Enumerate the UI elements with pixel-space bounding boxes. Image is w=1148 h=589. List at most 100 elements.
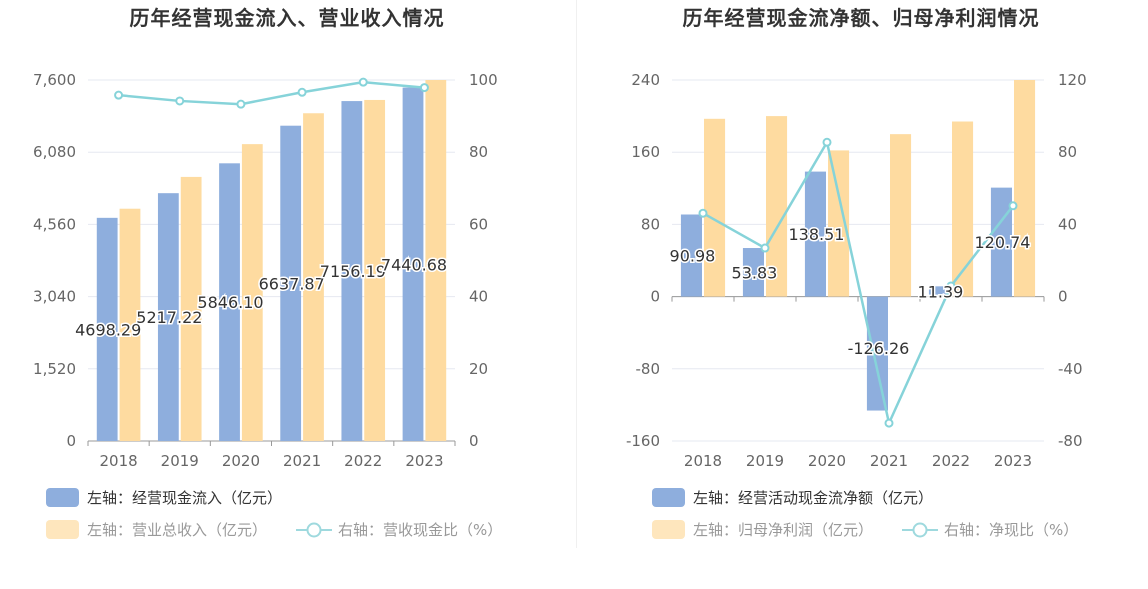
y-left-tick-label: 6,080	[33, 143, 76, 161]
bar-secondary	[1014, 80, 1036, 297]
line-point	[358, 77, 368, 87]
data-label: -126.26	[848, 339, 910, 358]
data-label: 4698.29	[75, 320, 141, 339]
line-point	[760, 243, 770, 253]
x-tick-label: 2021	[870, 452, 908, 470]
x-tick-label: 2018	[99, 452, 137, 470]
right-chart-panel: 历年经营现金流净额、归母净利润情况 -160 -80 -80 -40 0 0 80 40 160…	[574, 0, 1148, 589]
y-left-tick-label: 4,560	[33, 215, 76, 233]
bar-primary	[680, 214, 702, 297]
x-tick-label: 2021	[283, 452, 321, 470]
data-label: 120.74	[974, 233, 1030, 252]
legend-item-net-profit[interactable]: 左轴：归母净利润（亿元）	[652, 519, 873, 540]
data-label: 7156.19	[320, 262, 386, 281]
line-point	[114, 90, 124, 100]
line-point	[698, 208, 708, 218]
legend-item-ratio[interactable]: 右轴：净现比（%）	[902, 519, 1078, 540]
x-tick-label: 2023	[405, 452, 443, 470]
bar-secondary	[952, 121, 974, 297]
data-label: 138.51	[788, 225, 844, 244]
y-left-tick-label: 3,040	[33, 288, 76, 306]
line-point	[1008, 201, 1018, 211]
legend-line-icon	[902, 522, 938, 537]
y-left-tick-label: 7,600	[33, 71, 76, 89]
bar-secondary	[180, 176, 202, 441]
data-label: 5846.10	[197, 293, 263, 312]
line-point	[419, 83, 429, 93]
y-right-tick-label: 100	[469, 71, 498, 89]
x-tick-label: 2020	[222, 452, 260, 470]
panel-divider	[576, 0, 577, 548]
data-label: 7440.68	[381, 255, 447, 274]
legend-label: 右轴：净现比（%）	[944, 521, 1079, 539]
y-right-tick-label: 120	[1058, 71, 1087, 89]
bar-primary	[157, 193, 179, 441]
legend-item-inflow[interactable]: 左轴：经营现金流入（亿元）	[46, 487, 282, 508]
bar-primary	[866, 296, 888, 411]
bar-primary	[280, 125, 302, 441]
y-right-tick-label: -80	[1058, 432, 1083, 450]
line-point	[175, 96, 185, 106]
bar-secondary	[425, 80, 447, 441]
line-point	[297, 87, 307, 97]
bar-primary	[341, 101, 363, 441]
bar-secondary	[766, 116, 788, 297]
y-right-tick-label: 0	[469, 432, 479, 450]
legend-swatch	[652, 488, 685, 507]
bar-primary	[96, 217, 118, 441]
legend-line-icon	[296, 522, 332, 537]
chart-title: 历年经营现金流入、营业收入情况	[129, 6, 445, 30]
legend-label: 左轴：归母净利润（亿元）	[693, 521, 874, 539]
data-label: 53.83	[732, 263, 778, 282]
legend-label: 左轴：营业总收入（亿元）	[87, 521, 268, 539]
y-right-tick-label: 40	[1058, 215, 1077, 233]
legend-label: 左轴：经营活动现金流净额（亿元）	[693, 489, 934, 507]
left-chart-panel: 历年经营现金流入、营业收入情况 0 0 1,520 20 3,040 40 4,560 60 6…	[33, 6, 502, 540]
x-tick-label: 2019	[161, 452, 199, 470]
x-tick-label: 2019	[746, 452, 784, 470]
left-chart-svg: 0 0 1,520 20 3,040 40 4,560 60 6,080 80 7,600 100 20…	[33, 71, 498, 470]
x-tick-label: 2018	[684, 452, 722, 470]
line-point	[236, 99, 246, 109]
bar-secondary	[364, 99, 386, 441]
y-left-tick-label: 1,520	[33, 360, 76, 378]
x-tick-label: 2022	[932, 452, 970, 470]
line-point	[884, 418, 894, 428]
bar-secondary	[704, 118, 726, 297]
bar-secondary	[119, 208, 141, 441]
y-left-tick-label: 0	[66, 432, 76, 450]
line-series	[702, 138, 1014, 428]
legend-label: 右轴：营收现金比（%）	[338, 521, 503, 539]
line-point	[946, 281, 956, 291]
bar-secondary	[828, 150, 850, 297]
legend-item-ratio[interactable]: 右轴：营收现金比（%）	[296, 519, 502, 540]
legend-label: 左轴：经营现金流入（亿元）	[87, 489, 283, 507]
y-left-tick-label: 240	[631, 71, 660, 89]
y-right-tick-label: 20	[469, 360, 488, 378]
bar-primary	[928, 286, 950, 297]
data-label: 11.39	[918, 282, 964, 301]
y-left-tick-label: -80	[636, 360, 661, 378]
y-right-tick-label: -40	[1058, 360, 1083, 378]
y-right-tick-label: 80	[1058, 143, 1077, 161]
x-tick-label: 2020	[808, 452, 846, 470]
y-right-tick-label: 80	[469, 143, 488, 161]
line-series	[118, 80, 425, 106]
bar-primary	[402, 87, 424, 442]
y-left-tick-label: 80	[641, 215, 660, 233]
y-right-tick-label: 0	[1058, 288, 1068, 306]
bar-primary	[219, 163, 240, 442]
legend-swatch	[46, 520, 79, 539]
legend-item-net-cashflow[interactable]: 左轴：经营活动现金流净额（亿元）	[652, 487, 933, 508]
legend-item-revenue[interactable]: 左轴：营业总收入（亿元）	[46, 519, 267, 540]
legend-swatch	[46, 488, 79, 507]
data-label: 90.98	[670, 247, 716, 266]
y-right-tick-label: 60	[469, 215, 488, 233]
x-tick-label: 2023	[994, 452, 1032, 470]
chart-title: 历年经营现金流净额、归母净利润情况	[682, 6, 1040, 30]
line-point	[822, 137, 832, 147]
data-label: 5217.22	[136, 308, 202, 327]
bar-primary	[742, 248, 764, 297]
bar-secondary	[890, 134, 912, 297]
